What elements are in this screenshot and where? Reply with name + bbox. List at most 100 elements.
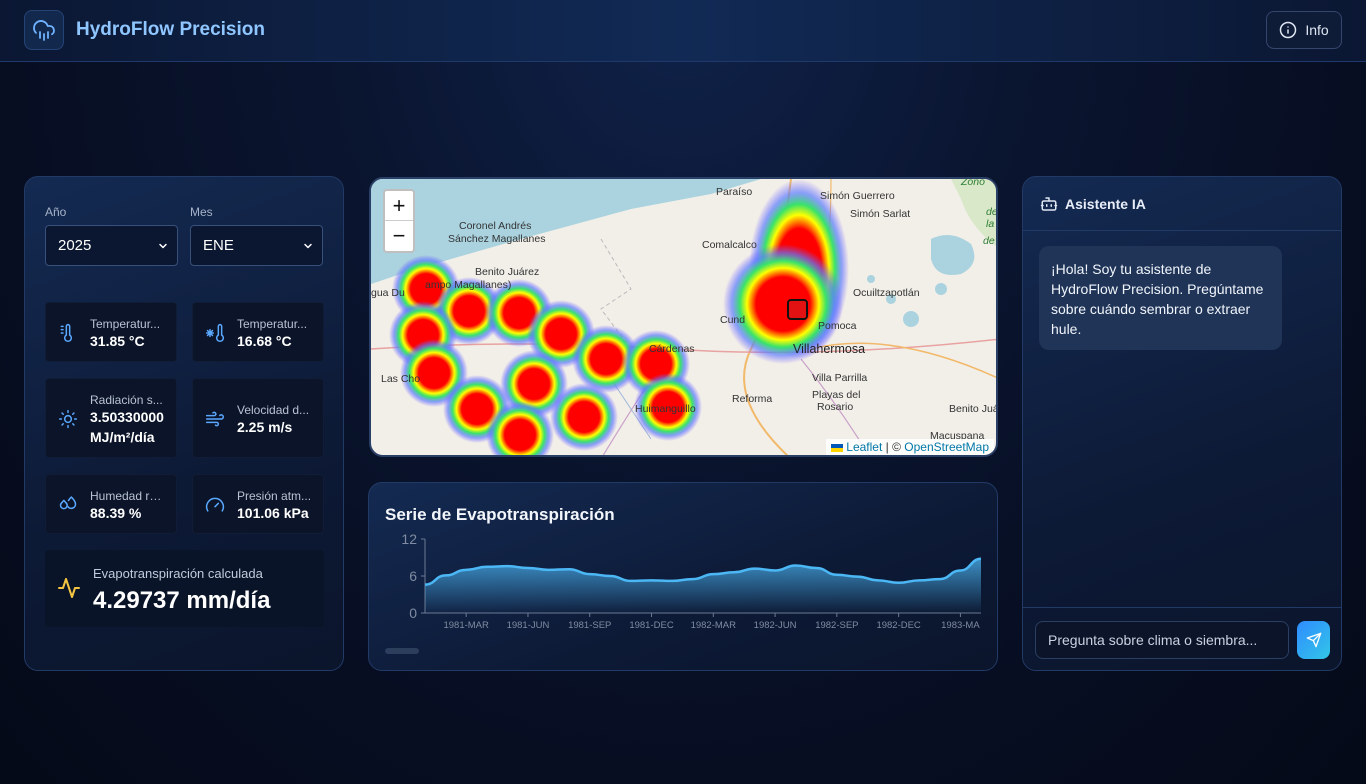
- place-label: Playas del: [812, 389, 861, 401]
- chevron-down-icon: [304, 243, 312, 249]
- x-tick-label: 1982-DEC: [876, 620, 920, 631]
- place-label: ampo Magallanes): [425, 279, 512, 291]
- stat-label: Velocidad d...: [237, 403, 310, 417]
- place-label: gua Du: [371, 287, 405, 299]
- send-icon: [1306, 632, 1321, 648]
- stat-value: 31.85 °C: [90, 333, 145, 349]
- stat-value: 3.50330000: [90, 409, 164, 425]
- heatmap-layer: [389, 179, 849, 455]
- heatmap-map[interactable]: Paraíso Simón Guerrero Simón Sarlat Coro…: [369, 177, 998, 457]
- stat-value: 101.06 kPa: [237, 505, 309, 521]
- chart-scroll-indicator[interactable]: [385, 648, 419, 654]
- x-tick-label: 1981-MAR: [443, 620, 489, 631]
- send-button[interactable]: [1297, 621, 1330, 659]
- gauge-icon: [205, 497, 225, 512]
- assistant-title: Asistente IA: [1065, 196, 1146, 212]
- place-label: Sánchez Magallanes: [448, 233, 546, 245]
- month-select-value: ENE: [203, 237, 234, 254]
- evapotranspiration-card: Evapotranspiración calculada 4.29737 mm/…: [45, 550, 324, 627]
- place-label: Villa Parrilla: [812, 372, 868, 384]
- chart-title: Serie de Evapotranspiración: [385, 505, 615, 524]
- app-logo: [24, 10, 64, 50]
- osm-link[interactable]: OpenStreetMap: [904, 440, 989, 454]
- map-canvas: [371, 179, 996, 455]
- place-label: Pomoca: [818, 320, 857, 332]
- place-label: Huimanguillo: [635, 403, 696, 415]
- stat-pressure: Presión atm... 101.06 kPa: [192, 474, 324, 534]
- climate-panel: Año 2025 Mes ENE Temperatur... 31.85 °C …: [24, 176, 344, 671]
- place-label: de: [983, 235, 995, 247]
- et-label: Evapotranspiración calculada: [93, 566, 263, 581]
- x-tick-label: 1982-SEP: [815, 620, 858, 631]
- stat-value: 16.68 °C: [237, 333, 292, 349]
- y-tick-label: 0: [409, 605, 417, 621]
- assistant-message: ¡Hola! Soy tu asistente de HydroFlow Pre…: [1039, 246, 1282, 350]
- activity-icon: [58, 578, 80, 598]
- stat-label: Humedad re...: [90, 489, 166, 503]
- chat-input[interactable]: Pregunta sobre clima o siembra...: [1035, 621, 1289, 659]
- info-button-label: Info: [1305, 22, 1329, 38]
- y-tick-label: 6: [409, 568, 417, 584]
- x-tick-label: 1981-DEC: [629, 620, 673, 631]
- place-label: Reforma: [732, 393, 773, 405]
- info-button[interactable]: Info: [1266, 11, 1342, 49]
- et-series-area: [425, 558, 981, 613]
- stat-value: 2.25 m/s: [237, 419, 293, 435]
- assistant-header: Asistente IA: [1023, 177, 1341, 231]
- sun-icon: [58, 409, 78, 429]
- place-label: de la: [986, 206, 998, 230]
- assistant-panel: Asistente IA ¡Hola! Soy tu asistente de …: [1022, 176, 1342, 671]
- month-label: Mes: [190, 205, 213, 219]
- zoom-out-button[interactable]: −: [392, 223, 406, 248]
- x-tick-label: 1983-MA: [941, 620, 980, 631]
- place-label: Paraíso: [716, 186, 753, 198]
- place-label: Rosario: [817, 401, 854, 413]
- stat-wind: Velocidad d... 2.25 m/s: [192, 378, 324, 458]
- x-tick-label: 1982-MAR: [691, 620, 737, 631]
- stat-radiation: Radiación s... 3.50330000 MJ/m²/día: [45, 378, 177, 458]
- selected-location-marker[interactable]: [787, 299, 808, 320]
- place-label: Las Cho: [381, 373, 421, 385]
- et-value: 4.29737 mm/día: [93, 587, 271, 614]
- thermometer-icon: [60, 323, 73, 343]
- droplets-icon: [59, 496, 77, 510]
- attribution-separator: | ©: [882, 440, 905, 454]
- place-label: Cund: [720, 314, 746, 326]
- ukraine-flag-icon: [830, 443, 843, 452]
- stat-value-unit: MJ/m²/día: [90, 429, 155, 445]
- y-tick-label: 12: [401, 533, 417, 547]
- place-label: Zono: [961, 177, 985, 188]
- stat-value: 88.39 %: [90, 505, 142, 521]
- map-attribution: Leaflet | © OpenStreetMap: [825, 439, 994, 455]
- info-icon: [1280, 21, 1297, 39]
- bot-icon: [1040, 197, 1058, 211]
- stat-label: Temperatur...: [237, 317, 308, 331]
- place-label: Simón Sarlat: [850, 208, 911, 220]
- place-label: Ocuiltzapotlán: [853, 287, 920, 299]
- place-label: Benito Juá: [949, 403, 998, 415]
- map-labels: Paraíso Simón Guerrero Simón Sarlat Coro…: [371, 177, 998, 455]
- place-label: Simón Guerrero: [820, 190, 895, 202]
- year-select[interactable]: 2025: [45, 225, 178, 266]
- year-select-value: 2025: [58, 237, 92, 254]
- place-label: Coronel Andrés: [459, 220, 532, 232]
- place-label: Benito Juárez: [475, 266, 540, 278]
- chevron-down-icon: [159, 243, 167, 249]
- zoom-in-button[interactable]: +: [385, 191, 413, 221]
- stat-temp-max: Temperatur... 31.85 °C: [45, 302, 177, 362]
- year-label: Año: [45, 205, 67, 219]
- place-label: Comalcalco: [702, 239, 757, 251]
- leaflet-link[interactable]: Leaflet: [846, 440, 883, 454]
- zoom-control: + −: [383, 189, 415, 253]
- chat-composer: Pregunta sobre clima o siembra...: [1023, 607, 1341, 671]
- month-select[interactable]: ENE: [190, 225, 323, 266]
- et-series-panel: Serie de Evapotranspiración 0 6 12 1981-MAR…: [368, 482, 998, 671]
- et-series-line: [424, 557, 982, 586]
- x-tick-label: 1981-JUN: [507, 620, 550, 631]
- cloud-rain-icon: [33, 20, 55, 41]
- stat-humidity: Humedad re... 88.39 %: [45, 474, 177, 534]
- app-title: HydroFlow Precision: [76, 19, 265, 40]
- stat-label: Radiación s...: [90, 393, 163, 407]
- wind-icon: [205, 411, 225, 427]
- x-tick-label: 1981-SEP: [568, 620, 611, 631]
